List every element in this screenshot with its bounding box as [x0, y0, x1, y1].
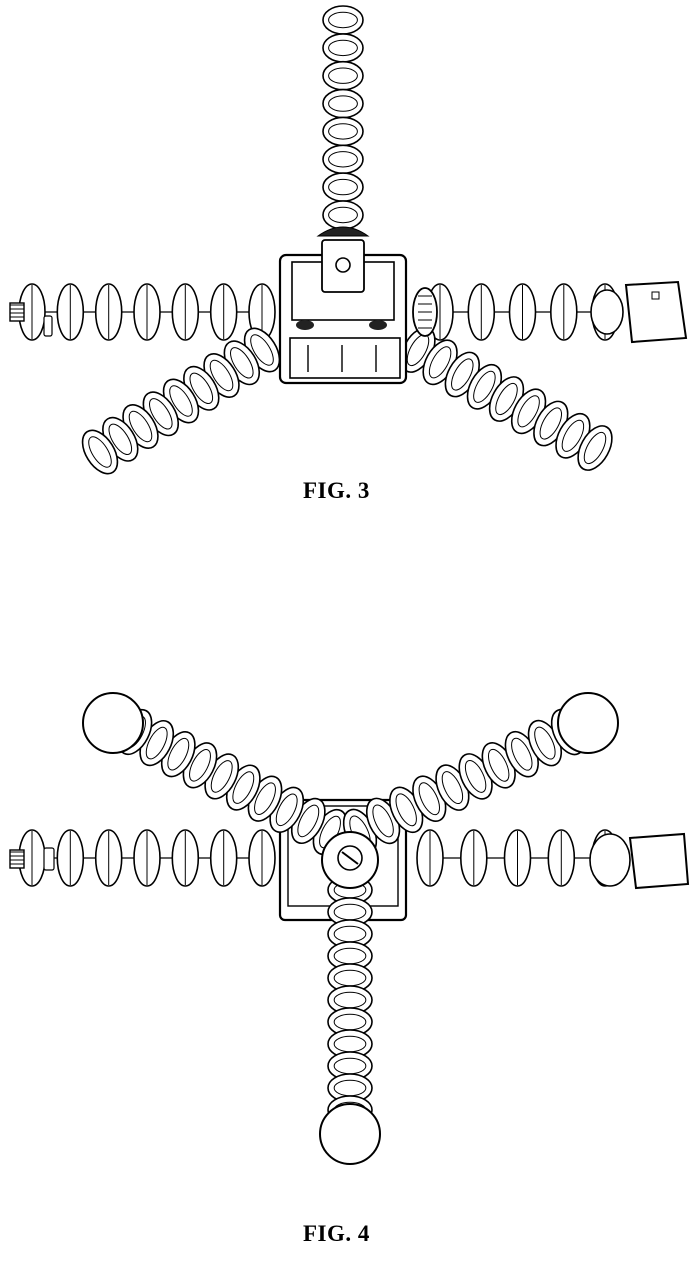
clamp-hole: [652, 292, 659, 299]
leg-foot-ball: [320, 1104, 380, 1164]
head-detail: [369, 320, 387, 330]
clamp-foot: [626, 282, 686, 342]
fig3-lower-left-leg: [75, 322, 286, 480]
head-detail: [296, 320, 314, 330]
fig-3-caption: FIG. 3: [303, 478, 370, 504]
leg-foot-ball: [558, 693, 618, 753]
fig3-top-leg: [323, 6, 363, 229]
fig-4-caption: FIG. 4: [303, 1221, 370, 1247]
lock-pin: [44, 848, 54, 870]
clamp-joint: [590, 834, 630, 886]
lock-pin: [44, 316, 52, 336]
fig4-left-arm: [19, 830, 275, 886]
clamp-joint: [591, 290, 623, 334]
lock-knob: [318, 227, 368, 236]
fig-4-tripod-bottom-view: [10, 693, 688, 1164]
fig4-right-arm: [417, 830, 618, 886]
fig-3-tripod-top-view: [10, 6, 686, 480]
leg-foot-ball: [83, 693, 143, 753]
screw-mount: [10, 303, 24, 321]
mount-screw: [336, 258, 350, 272]
screw-mount: [10, 850, 24, 868]
fig3-left-arm: [19, 284, 275, 340]
fig4-bottom-leg: [328, 876, 372, 1124]
fig3-right-arm: [427, 284, 618, 340]
fig3-lower-right-leg: [394, 322, 619, 476]
clamp-foot: [630, 834, 688, 888]
head-base: [290, 338, 400, 378]
